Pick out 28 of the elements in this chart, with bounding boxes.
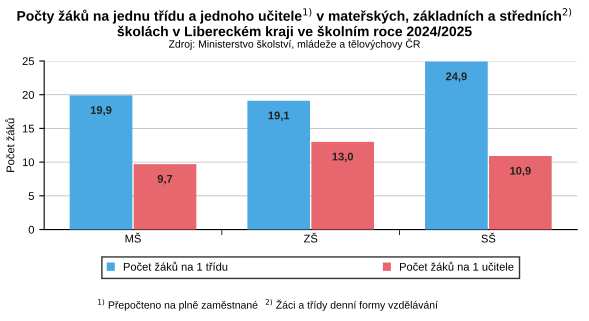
bar: [425, 62, 488, 230]
text: $^{2)}$ Žáci a třídy denní formy vzdělávání: [266, 299, 438, 311]
x-tick-label: ZŠ: [304, 232, 318, 243]
text: $^{1)}$ Přepočteno na plně zaměstnané: [98, 299, 258, 311]
bar: [311, 142, 374, 230]
bar: [70, 95, 132, 230]
bar: [247, 100, 310, 230]
data-label: 9,7: [158, 174, 172, 184]
data-label: 13,0: [332, 152, 354, 162]
bar: [134, 164, 196, 230]
y-tick-label: 0: [28, 226, 34, 234]
legend-label: Počet žáků na 1 učitele: [400, 262, 514, 271]
y-tick-label: 20: [22, 90, 34, 99]
y-tick-label: 10: [22, 158, 34, 166]
legend-label: Počet žáků na 1 třídu: [124, 262, 228, 271]
chart-title: Počty žáků na jednu třídu a jednoho učitele$^{1)}$ v mateřských, základních a středních$^{2)}$ školách v Libereckém kraji ve školním roce 2024/2025: [17, 8, 572, 40]
data-label: 19,1: [268, 112, 290, 122]
y-tick-label: 15: [22, 124, 34, 133]
x-tick-label: SŠ: [481, 232, 496, 243]
data-label: 19,9: [90, 106, 112, 116]
data-label: 10,9: [510, 166, 531, 176]
bar: [489, 156, 552, 230]
y-tick-label: 5: [28, 192, 34, 200]
x-tick-label: MŠ: [126, 232, 141, 243]
chart-subtitle: Zdroj: Ministerstvo školství, mládeže a tělovýchovy ČR: [168, 38, 420, 50]
data-label: 24,9: [446, 72, 467, 82]
y-axis-title: Počet žáků: [5, 118, 14, 172]
y-tick-label: 25: [22, 57, 34, 66]
